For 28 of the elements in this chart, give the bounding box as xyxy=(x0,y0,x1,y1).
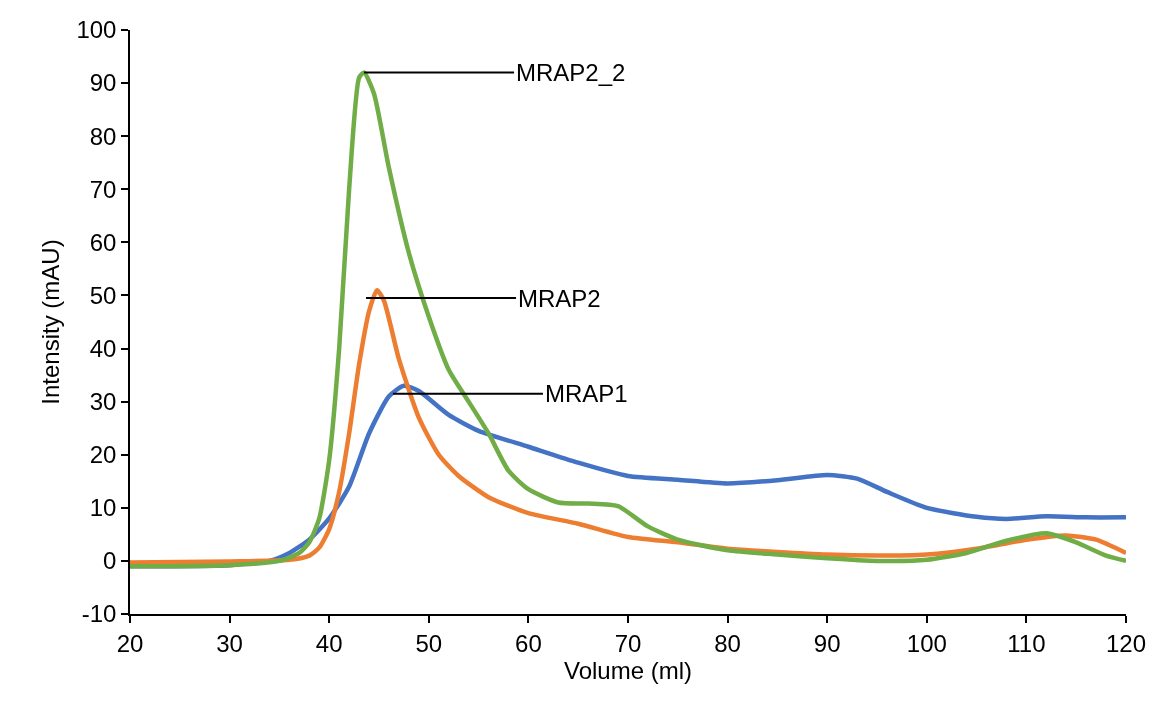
y-tick-label: 90 xyxy=(89,69,117,97)
x-tick-label: 70 xyxy=(614,629,642,657)
x-tick-label: 40 xyxy=(315,629,343,657)
y-tick-label: 100 xyxy=(76,16,117,44)
x-tick-label: 20 xyxy=(116,629,144,657)
y-tick-label: -10 xyxy=(81,600,117,628)
x-tick-label: 80 xyxy=(714,629,741,657)
y-tick-label: 0 xyxy=(103,547,117,575)
y-tick-label: 30 xyxy=(89,388,117,416)
x-tick-label: 30 xyxy=(216,629,243,657)
x-axis-title: Volume (ml) xyxy=(563,656,693,684)
y-tick-label: 50 xyxy=(89,281,117,309)
y-tick-label: 80 xyxy=(89,122,117,150)
x-tick-label: 50 xyxy=(415,629,443,657)
x-tick-label: 120 xyxy=(1105,629,1147,657)
y-tick-label: 20 xyxy=(89,441,117,469)
annotation: MRAP2 xyxy=(518,285,601,312)
x-tick-label: 100 xyxy=(906,629,947,657)
x-tick-label: 110 xyxy=(1007,629,1046,657)
x-tick-label: 90 xyxy=(813,629,841,657)
annotation: MRAP2_2 xyxy=(516,59,626,86)
y-tick-label: 40 xyxy=(89,334,117,362)
annotation: MRAP1 xyxy=(545,380,628,407)
x-tick-label: 60 xyxy=(515,629,542,657)
y-tick-label: 10 xyxy=(89,494,117,522)
y-tick-label: 70 xyxy=(89,175,117,203)
y-tick-label: 60 xyxy=(89,228,117,256)
y-axis-title: Intensity (mAU) xyxy=(37,239,64,405)
